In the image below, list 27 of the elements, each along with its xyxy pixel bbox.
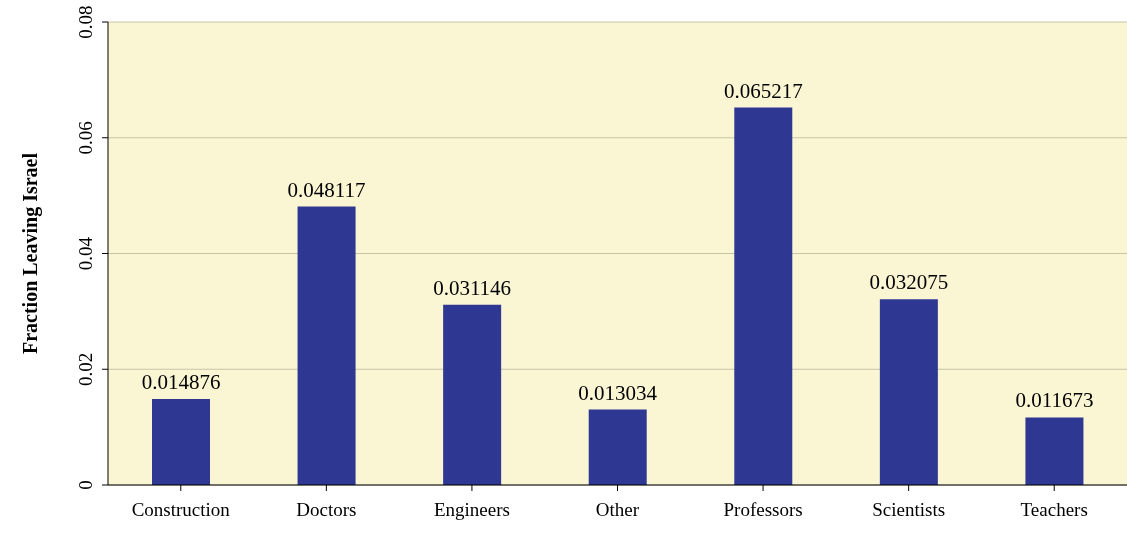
data-label: 0.031146	[433, 275, 512, 300]
x-tick-label: Teachers	[1020, 499, 1088, 521]
y-tick-label: 0.08	[75, 5, 97, 39]
data-label: 0.048117	[287, 177, 366, 202]
y-tick-label: 0.04	[75, 236, 97, 271]
bar	[879, 299, 938, 485]
y-tick-label: 0	[75, 480, 97, 490]
y-axis-title: Fraction Leaving Israel	[19, 152, 43, 355]
x-tick-label: Other	[595, 499, 640, 521]
data-label: 0.013034	[578, 380, 658, 405]
x-tick-label: Doctors	[296, 499, 357, 521]
bar	[152, 398, 210, 485]
data-label: 0.014876	[141, 369, 221, 394]
x-tick-label: Scientists	[872, 499, 946, 521]
data-label: 0.032075	[869, 270, 949, 295]
data-label: 0.065217	[723, 78, 803, 103]
bar	[734, 107, 793, 485]
bar	[297, 206, 356, 485]
x-tick-label: Construction	[131, 499, 231, 521]
x-tick-label: Engineers	[433, 499, 510, 521]
bar	[443, 304, 502, 485]
bar	[1025, 417, 1084, 485]
x-tick-label: Professors	[723, 499, 803, 521]
bar	[588, 409, 647, 485]
data-label: 0.011673	[1015, 388, 1094, 413]
y-tick-label: 0.06	[75, 121, 97, 155]
y-tick-label: 0.02	[75, 352, 97, 386]
